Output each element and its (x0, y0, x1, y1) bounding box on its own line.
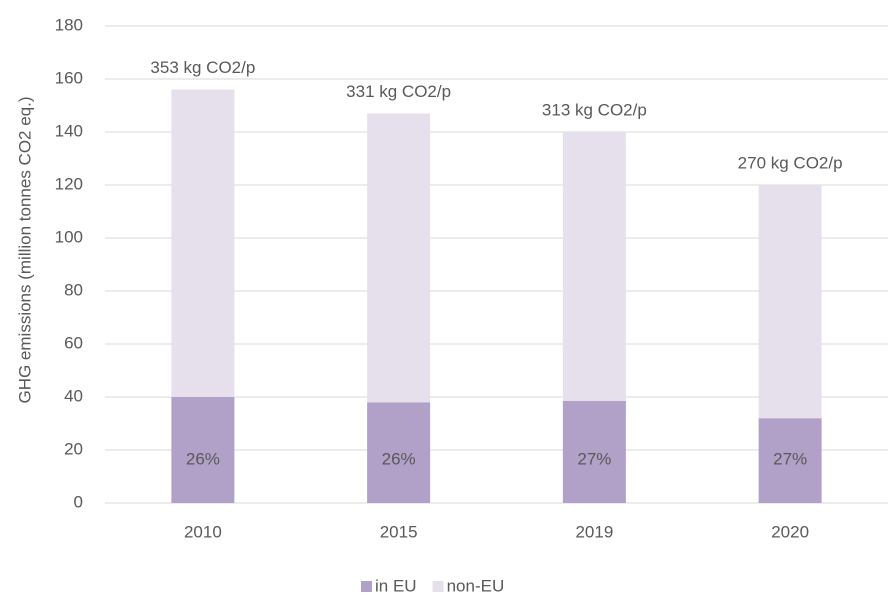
top-label: 313 kg CO2/p (542, 100, 647, 119)
y-tick-label: 0 (74, 492, 83, 511)
x-tick-label: 2020 (771, 522, 809, 541)
share-label: 27% (577, 449, 611, 468)
y-tick-label: 60 (64, 333, 83, 352)
x-tick-label: 2010 (184, 522, 222, 541)
top-label: 353 kg CO2/p (150, 58, 255, 77)
share-label: 26% (382, 449, 416, 468)
y-tick-label: 160 (55, 68, 83, 87)
bar-segment (171, 397, 235, 503)
legend-label: non-EU (447, 576, 505, 595)
bar-segment (367, 113, 431, 403)
bar-segment (562, 400, 626, 503)
y-tick-label: 140 (55, 121, 83, 140)
share-label: 26% (186, 449, 220, 468)
bar-segment (758, 418, 822, 503)
bar-segment (758, 185, 822, 419)
top-label: 270 kg CO2/p (738, 153, 843, 172)
y-tick-label: 180 (55, 15, 83, 34)
bar-segment (562, 132, 626, 401)
y-tick-label: 20 (64, 439, 83, 458)
y-axis-label: GHG emissions (million tonnes CO2 eq.) (15, 96, 34, 403)
bar-segment (171, 89, 235, 397)
x-tick-label: 2015 (380, 522, 418, 541)
y-tick-label: 80 (64, 280, 83, 299)
top-label: 331 kg CO2/p (346, 82, 451, 101)
legend-swatch (361, 581, 372, 592)
x-tick-label: 2019 (575, 522, 613, 541)
share-label: 27% (773, 449, 807, 468)
legend-label: in EU (375, 576, 417, 595)
y-tick-label: 40 (64, 386, 83, 405)
legend-swatch (432, 581, 444, 592)
bar-segment (367, 402, 431, 503)
y-tick-label: 120 (55, 174, 83, 193)
y-tick-label: 100 (55, 227, 83, 246)
